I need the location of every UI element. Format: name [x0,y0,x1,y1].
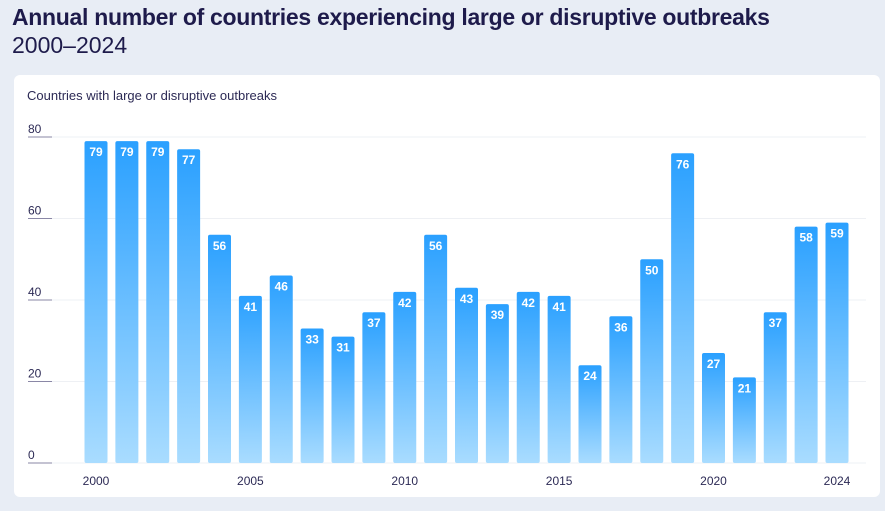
bar-2020 [702,352,725,463]
bar-2000 [84,141,108,463]
data-label: 56 [213,239,227,253]
x-tick-label: 2015 [546,474,573,488]
data-label: 58 [799,231,813,245]
bar-2017 [609,316,633,463]
bar-2012 [455,287,478,463]
bar-2005 [238,295,262,463]
data-label: 27 [707,357,721,371]
chart-title: Annual number of countries experiencing … [12,4,770,30]
x-tick-label: 2000 [83,474,110,488]
y-axis-label: Countries with large or disruptive outbr… [27,88,278,103]
x-tick-label: 2010 [391,474,418,488]
bar-2007 [300,328,324,463]
data-label: 37 [769,316,783,330]
data-label: 56 [429,239,443,253]
bar-2018 [640,259,664,463]
data-label: 79 [151,145,165,159]
y-tick-label: 40 [28,285,42,299]
y-tick-label: 0 [28,448,35,462]
data-label: 46 [275,280,289,294]
bar-2011 [424,234,448,463]
bar-2024 [825,222,849,463]
data-label: 77 [182,153,196,167]
data-label: 37 [367,316,381,330]
bar-2016 [578,365,602,463]
bar-2009 [362,312,386,463]
data-label: 42 [398,296,412,310]
x-tick-label: 2020 [700,474,727,488]
data-label: 33 [305,333,319,347]
bar-2014 [516,291,540,463]
y-tick-label: 20 [28,367,42,381]
bar-2004 [208,234,231,463]
data-label: 79 [89,145,103,159]
data-label: 59 [830,227,844,241]
bar-2008 [331,336,355,463]
data-label: 31 [336,341,350,355]
data-label: 39 [491,308,505,322]
data-label: 21 [738,381,752,395]
data-label: 36 [614,320,628,334]
y-tick-label: 60 [28,204,42,218]
data-label: 41 [244,300,258,314]
bar-2010 [393,291,417,463]
chart-subtitle: 2000–2024 [12,32,128,58]
bar-2006 [269,275,293,463]
bar-2021 [732,377,756,463]
bar-2019 [671,153,695,464]
data-label: 50 [645,263,659,277]
bar-2001 [115,141,139,463]
data-label: 24 [583,369,597,383]
bar-2022 [763,312,787,463]
data-label: 79 [120,145,134,159]
bar-2015 [547,295,571,463]
data-label: 43 [460,292,474,306]
data-label: 76 [676,157,690,171]
x-tick-label: 2005 [237,474,264,488]
x-tick-label: 2024 [824,474,851,488]
y-tick-label: 80 [28,122,42,136]
bar-2023 [794,226,818,463]
bar-2003 [177,149,201,463]
bar-2013 [485,304,509,463]
data-label: 41 [552,300,566,314]
data-label: 42 [522,296,536,310]
bar-2002 [146,141,170,463]
